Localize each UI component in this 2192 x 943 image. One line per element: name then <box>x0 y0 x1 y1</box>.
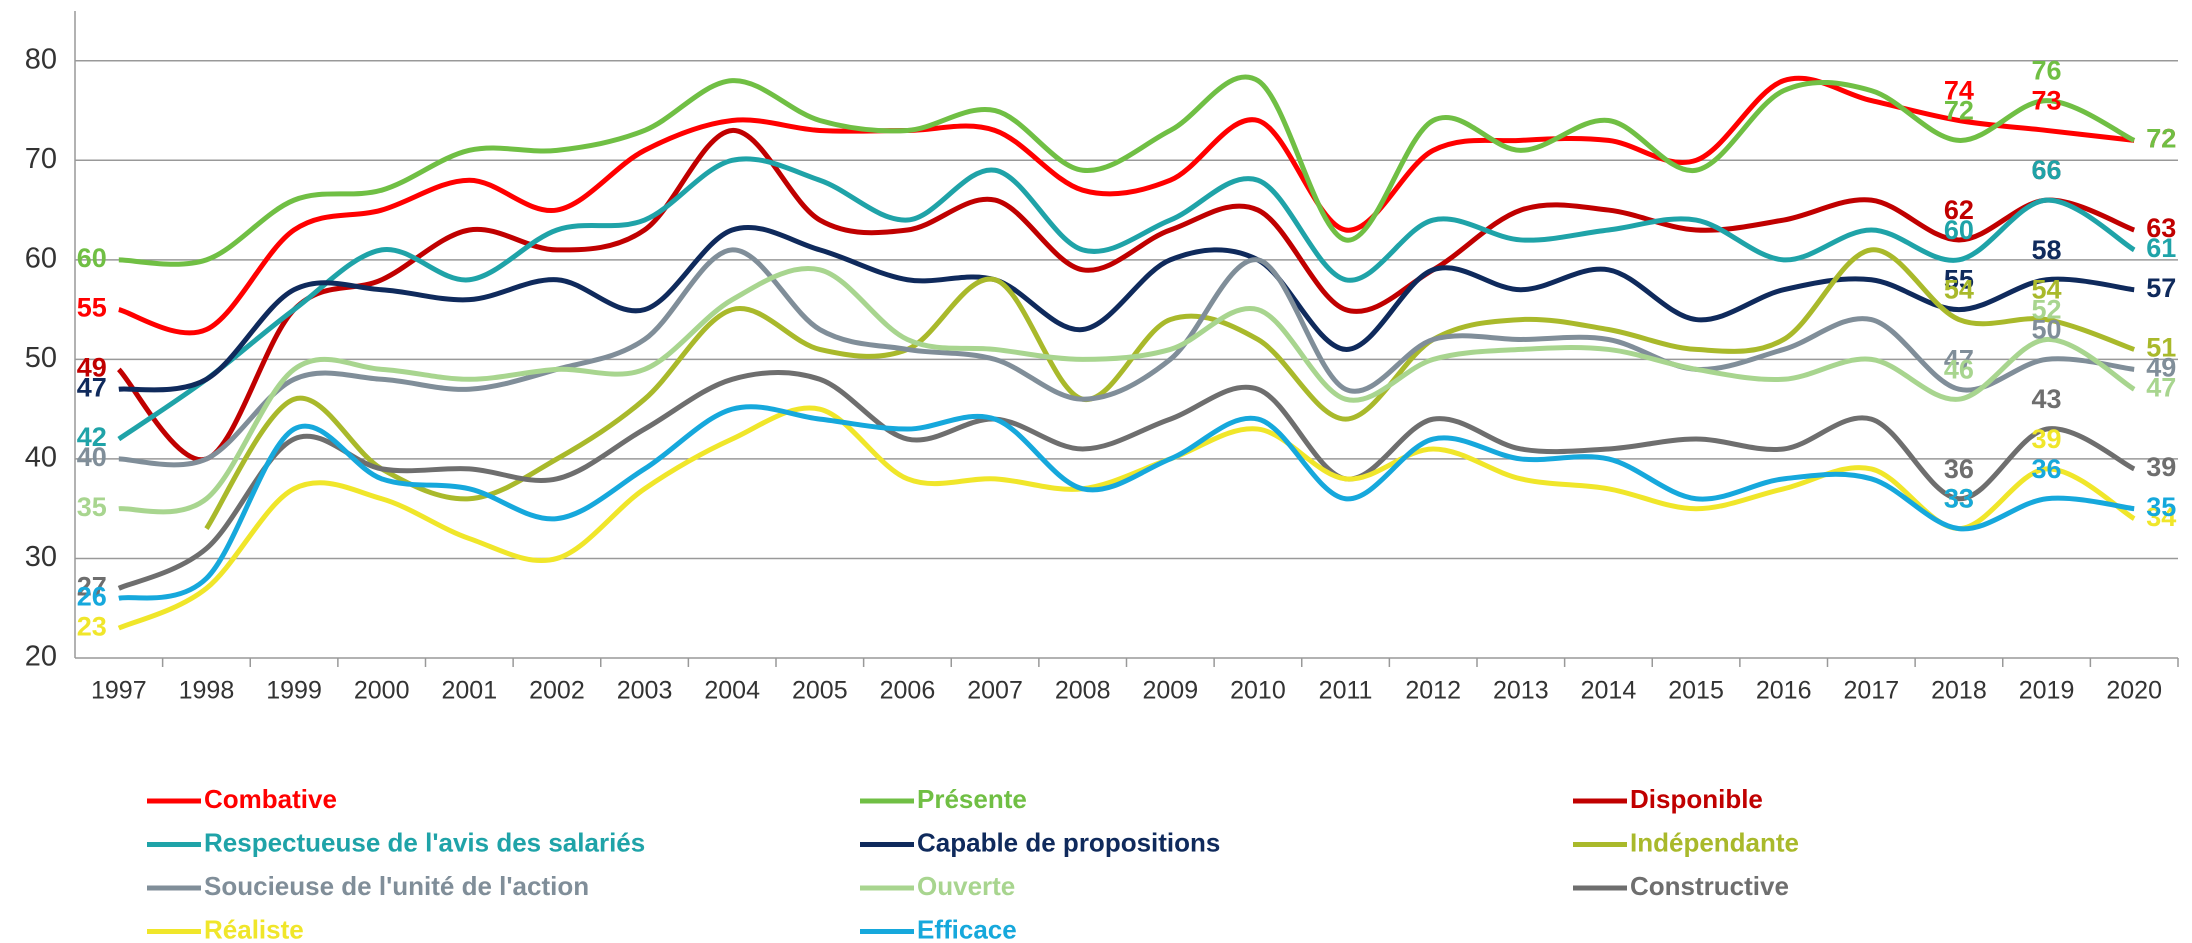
series-line <box>116 127 2136 463</box>
data-label: 47 <box>77 372 107 402</box>
data-label: 55 <box>77 293 107 323</box>
x-tick-label: 2015 <box>1668 677 1724 705</box>
legend-label: Présente <box>917 784 1027 814</box>
data-label: 33 <box>1944 484 1974 514</box>
legend-label: Combative <box>204 784 337 814</box>
legend-label: Respectueuse de l'avis des salariés <box>204 827 645 857</box>
data-label: 55 <box>1944 265 1974 295</box>
data-label: 46 <box>1944 354 1974 384</box>
legend-label: Capable de propositions <box>917 827 1220 857</box>
data-label: 40 <box>77 442 107 472</box>
data-label: 27 <box>77 571 107 601</box>
x-tick-label: 2016 <box>1756 677 1812 705</box>
x-tick-label: 2010 <box>1230 677 1286 705</box>
series-line <box>118 247 2135 468</box>
legend-label: Constructive <box>1630 871 1789 901</box>
data-label: 47 <box>2146 372 2176 402</box>
data-label: 62 <box>1944 195 1974 225</box>
data-label: 76 <box>2032 56 2062 86</box>
x-tick-label: 1997 <box>91 677 147 705</box>
data-label: 50 <box>2032 315 2062 345</box>
x-tick-label: 2004 <box>704 677 760 705</box>
data-label: 35 <box>2146 492 2176 522</box>
legend-label: Soucieuse de l'unité de l'action <box>204 871 589 901</box>
data-label: 74 <box>1944 76 1974 106</box>
y-tick-label: 20 <box>25 641 57 673</box>
x-tick-label: 2009 <box>1143 677 1199 705</box>
y-tick-label: 80 <box>25 43 57 75</box>
x-tick-label: 2008 <box>1055 677 1111 705</box>
data-label: 54 <box>1944 275 1974 305</box>
data-label: 47 <box>1944 344 1974 374</box>
series-line <box>118 266 2136 515</box>
x-tick-label: 2018 <box>1931 677 1987 705</box>
data-label: 60 <box>77 243 107 273</box>
series-line <box>118 224 2135 393</box>
data-label: 58 <box>2032 235 2062 265</box>
x-tick-label: 2012 <box>1405 677 1461 705</box>
data-label: 73 <box>2032 86 2062 116</box>
data-label: 49 <box>2146 352 2176 382</box>
data-label: 36 <box>2032 454 2062 484</box>
x-tick-label: 2006 <box>880 677 936 705</box>
x-tick-label: 2014 <box>1581 677 1637 705</box>
x-tick-label: 1999 <box>266 677 322 705</box>
x-tick-label: 2020 <box>2106 677 2162 705</box>
data-label: 39 <box>2146 452 2176 482</box>
data-label: 23 <box>77 611 107 641</box>
data-label: 52 <box>2032 295 2062 325</box>
data-label: 43 <box>2032 384 2062 414</box>
x-tick-label: 2000 <box>354 677 410 705</box>
data-label: 72 <box>1944 96 1974 126</box>
y-tick-label: 40 <box>25 442 57 474</box>
series-line <box>117 405 2136 631</box>
y-tick-label: 60 <box>25 243 57 275</box>
series-line <box>118 404 2135 601</box>
legend-label: Efficace <box>917 914 1017 943</box>
series-line <box>118 75 2135 336</box>
y-tick-label: 30 <box>25 541 57 573</box>
y-tick-label: 70 <box>25 143 57 175</box>
data-label: 35 <box>77 492 107 522</box>
series-line <box>117 369 2136 591</box>
data-label: 33 <box>1944 484 1974 514</box>
data-label: 60 <box>1944 215 1974 245</box>
data-label: 34 <box>2146 502 2176 532</box>
data-label: 49 <box>77 352 107 382</box>
data-label: 66 <box>2032 155 2062 185</box>
data-label: 72 <box>2146 124 2176 154</box>
data-label: 61 <box>2146 233 2176 263</box>
legend-label: Disponible <box>1630 784 1763 814</box>
x-tick-label: 1998 <box>179 677 235 705</box>
y-tick-label: 50 <box>25 342 57 374</box>
x-tick-label: 2013 <box>1493 677 1549 705</box>
data-label: 26 <box>77 581 107 611</box>
x-tick-label: 2002 <box>529 677 585 705</box>
legend-label: Ouverte <box>917 871 1015 901</box>
series-line <box>118 74 2136 267</box>
x-tick-label: 2019 <box>2019 677 2075 705</box>
series-line <box>117 156 2136 442</box>
x-tick-label: 2001 <box>442 677 498 705</box>
data-label: 39 <box>2032 424 2062 454</box>
data-label: 66 <box>2032 155 2062 185</box>
data-label: 63 <box>2146 213 2176 243</box>
data-label: 51 <box>2146 333 2176 363</box>
x-tick-label: 2005 <box>792 677 848 705</box>
x-tick-label: 2003 <box>617 677 673 705</box>
x-tick-label: 2007 <box>967 677 1023 705</box>
x-tick-label: 2017 <box>1844 677 1900 705</box>
data-label: 36 <box>1944 454 1974 484</box>
x-tick-label: 2011 <box>1319 677 1373 705</box>
legend-label: Indépendante <box>1630 827 1799 857</box>
data-label: 57 <box>2146 273 2176 303</box>
data-label: 54 <box>2032 275 2062 305</box>
data-label: 72 <box>2146 124 2176 154</box>
legend-label: Réaliste <box>204 914 304 943</box>
data-label: 42 <box>77 422 107 452</box>
